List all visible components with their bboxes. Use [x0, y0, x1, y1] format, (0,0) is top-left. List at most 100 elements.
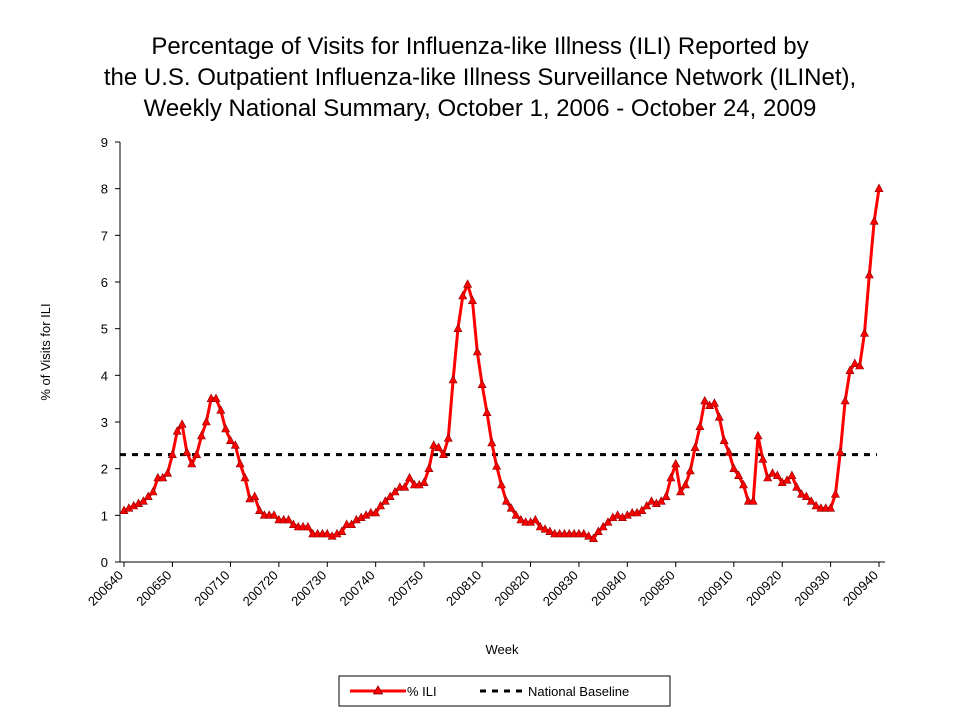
ili-point [269, 510, 279, 519]
legend-ili-marker [372, 685, 384, 695]
chart-title-line-2: the U.S. Outpatient Influenza-like Illne… [104, 64, 856, 91]
ili-point [182, 447, 192, 456]
ili-point [371, 507, 381, 517]
ili-point [647, 496, 657, 505]
ili-point [830, 489, 840, 498]
ili-point [700, 395, 710, 405]
ili-point [530, 514, 540, 524]
ili-point [322, 528, 332, 538]
ili-point [467, 295, 477, 304]
ili-point [453, 323, 463, 332]
y-tick-label: 8 [101, 182, 108, 197]
ili-point [230, 440, 240, 449]
ili-point [792, 482, 802, 491]
x-tick-label: 200850 [637, 568, 678, 609]
x-tick-label: 200720 [240, 568, 281, 609]
ili-point [840, 395, 850, 405]
ili-point [482, 407, 492, 416]
ili-point [835, 447, 845, 456]
ili-point [584, 531, 594, 540]
ili-point [666, 472, 676, 482]
ili-point [826, 503, 836, 512]
y-tick-label: 9 [101, 135, 108, 150]
x-axis: 200640 200650 200710 200720 200730 200740 2007… [85, 561, 885, 609]
x-tick-label: 200650 [133, 568, 174, 609]
ili-point [172, 426, 182, 435]
ili-point [719, 435, 729, 444]
ili-point [400, 482, 410, 491]
ili-point [472, 346, 482, 356]
ili-point [284, 514, 294, 524]
ili-point [763, 472, 773, 482]
ili-series [119, 183, 884, 542]
ili-point [192, 449, 202, 458]
x-tick-label: 200750 [385, 568, 426, 609]
ili-point [216, 405, 226, 414]
ili-point [143, 491, 153, 500]
ili-point [869, 216, 879, 225]
ili-point [758, 454, 768, 463]
ili-point [729, 463, 739, 472]
ili-point [613, 510, 623, 519]
ili-point [385, 491, 395, 500]
x-tick-label: 200910 [695, 568, 736, 609]
ili-point [429, 440, 439, 449]
ili-point [676, 486, 686, 496]
ili-point [511, 510, 521, 519]
ili-point [695, 421, 705, 430]
ili-point [458, 290, 468, 300]
ili-point [845, 365, 855, 374]
x-tick-label: 200710 [191, 568, 232, 609]
ili-point [448, 374, 458, 384]
ili-point [240, 472, 250, 482]
x-tick-label: 200810 [443, 568, 484, 609]
ili-point [463, 279, 473, 288]
ili-point [806, 496, 816, 505]
x-tick-label: 200930 [791, 568, 832, 609]
ili-point [709, 398, 719, 407]
ili-point [477, 379, 487, 388]
ili-point [303, 521, 313, 531]
ili-point [487, 437, 497, 447]
x-axis-label: Week [486, 642, 519, 657]
ili-point [782, 475, 792, 484]
ili-point [748, 496, 758, 505]
chart-title-line-3: Weekly National Summary, October 1, 2006… [144, 95, 817, 122]
ili-point [419, 477, 429, 486]
ili-point [598, 521, 608, 531]
ili-point [680, 479, 690, 489]
ili-point [380, 496, 390, 505]
chart-title: Percentage of Visits for Influenza-like … [104, 33, 856, 122]
ili-point [768, 468, 778, 477]
x-tick-label: 200830 [540, 568, 581, 609]
ili-point [588, 533, 598, 542]
ili-point [642, 500, 652, 510]
y-tick-label: 1 [101, 508, 108, 523]
ili-point [772, 470, 782, 479]
ili-point [148, 486, 158, 496]
x-tick-label: 200640 [85, 568, 126, 609]
ili-point [196, 430, 206, 440]
ili-point [690, 442, 700, 451]
ili-point [492, 461, 502, 470]
ili-point [255, 505, 265, 514]
ili-point [201, 416, 211, 426]
y-tick-label: 0 [101, 555, 108, 570]
ili-point [801, 491, 811, 500]
ili-point [579, 528, 589, 538]
ili-point [855, 360, 865, 370]
ili-point [405, 472, 415, 482]
ili-point [177, 419, 187, 428]
ili-point [637, 505, 647, 514]
ili-point [221, 423, 231, 433]
y-tick-label: 3 [101, 415, 108, 430]
ili-point [163, 468, 173, 477]
ili-point [714, 412, 724, 421]
ili-point [724, 447, 734, 456]
ili-point [874, 183, 884, 192]
ili-point [337, 526, 347, 535]
chart-title-line-1: Percentage of Visits for Influenza-like … [151, 33, 808, 60]
ili-point [225, 435, 235, 444]
legend: % ILI National Baseline [338, 675, 671, 707]
